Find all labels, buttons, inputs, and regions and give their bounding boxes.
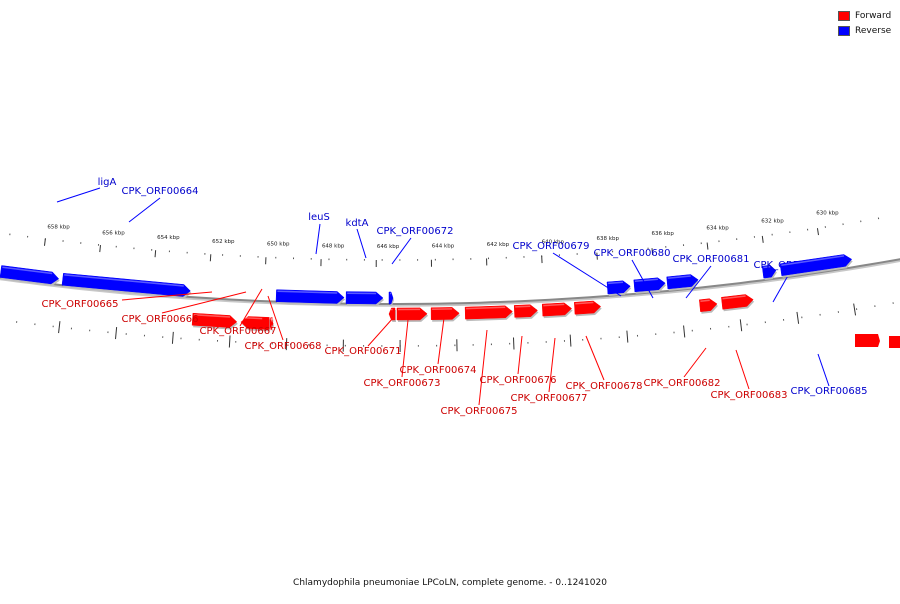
tick-mark: [817, 228, 818, 235]
tick-mark: [44, 239, 45, 246]
gene-label: CPK_ORF00666: [122, 314, 199, 325]
gene-label: kdtA: [346, 218, 369, 229]
gene-label: CPK_ORF00676: [480, 375, 557, 386]
minor-tick: [627, 331, 628, 343]
gene-arrow-offscreen: [855, 334, 880, 347]
tick-label: 656 kbp: [102, 230, 125, 236]
gene-leader-line: [684, 348, 706, 377]
forward-swatch: [838, 11, 850, 21]
gene-leader-line: [586, 336, 604, 380]
minor-tick: [116, 327, 117, 339]
legend-label-forward: Forward: [855, 11, 891, 21]
tick-mark: [707, 243, 708, 250]
minor-tick: [229, 336, 230, 348]
minor-tick: [854, 304, 856, 316]
tick-label: 652 kbp: [212, 239, 235, 245]
gene-label: CPK_ORF00682: [644, 378, 721, 389]
gene-label: CPK_ORF00673: [364, 378, 441, 389]
tick-label: 632 kbp: [761, 218, 784, 224]
gene-label: CPK_ORF00685: [791, 386, 868, 397]
tick-label: 636 kbp: [651, 231, 674, 237]
minor-tick: [740, 319, 741, 331]
gene-leader-line: [438, 318, 444, 364]
gene-leader-line: [518, 336, 522, 374]
gene-label: CPK_ORF00681: [673, 254, 750, 265]
gene-label: CPK_ORF00679: [513, 241, 590, 252]
tick-label: 658 kbp: [47, 224, 70, 230]
gene-arrow-offscreen: [889, 336, 900, 348]
gene-label: CPK_ORF00664: [122, 186, 199, 197]
gene-label: CPK_ORF00677: [511, 393, 588, 404]
gene-arrow-highlight: [515, 306, 530, 307]
minor-tick: [797, 312, 799, 324]
minor-tick: [172, 332, 173, 344]
gene-label: CPK_ORF00667: [200, 326, 277, 337]
tick-mark: [762, 236, 763, 243]
tick-label: 650 kbp: [267, 242, 290, 248]
gene-label: CPK_ORF00665: [42, 299, 119, 310]
gene-leader-line: [357, 229, 366, 258]
tick-label: 630 kbp: [816, 211, 839, 217]
gene-leader-line: [553, 253, 621, 296]
gene-leader-line: [129, 198, 160, 222]
gene-label: CPK_ORF00683: [711, 390, 788, 401]
gene-label: CPK_ORF00671: [325, 346, 402, 357]
gene-label: CPK_ORF00678: [566, 381, 643, 392]
gene-label: leuS: [308, 212, 330, 223]
gene-leader-line: [57, 188, 100, 202]
gene-arrow-highlight: [700, 300, 709, 301]
gene-leader-line: [736, 350, 749, 389]
tick-label: 654 kbp: [157, 235, 180, 241]
legend-item-forward: Forward: [838, 9, 891, 23]
map-caption: Chlamydophila pneumoniae LPCoLN, complet…: [0, 578, 900, 588]
tick-label: 646 kbp: [377, 244, 400, 250]
gene-label: ligA: [98, 177, 117, 188]
tick-label: 642 kbp: [487, 242, 510, 248]
minor-tick: [684, 326, 685, 338]
gene-leader-line: [479, 330, 487, 405]
minor-tick: [59, 321, 60, 333]
gene-leader-line: [392, 238, 411, 264]
gene-leader-line: [818, 354, 829, 386]
tick-mark: [155, 250, 156, 257]
gene-label: CPK_ORF00672: [377, 226, 454, 237]
gene-label: CPK_ORF00675: [441, 406, 518, 417]
legend-label-reverse: Reverse: [855, 26, 891, 36]
gene-label: CPK_ORF00674: [400, 365, 477, 376]
gene-label: CPK_ORF00680: [594, 248, 671, 259]
tick-mark: [100, 245, 101, 252]
tick-label: 634 kbp: [706, 225, 729, 231]
gene-label: CPK_ORF00668: [245, 341, 322, 352]
gene-leader-line: [316, 224, 320, 254]
gene-leader-line: [368, 318, 393, 346]
legend: Forward Reverse: [838, 9, 891, 39]
tick-label: 648 kbp: [322, 243, 345, 249]
reverse-swatch: [838, 26, 850, 36]
legend-item-reverse: Reverse: [838, 24, 891, 38]
tick-label: 638 kbp: [597, 236, 620, 242]
tick-label: 644 kbp: [432, 244, 455, 250]
minor-tick: [570, 335, 571, 347]
